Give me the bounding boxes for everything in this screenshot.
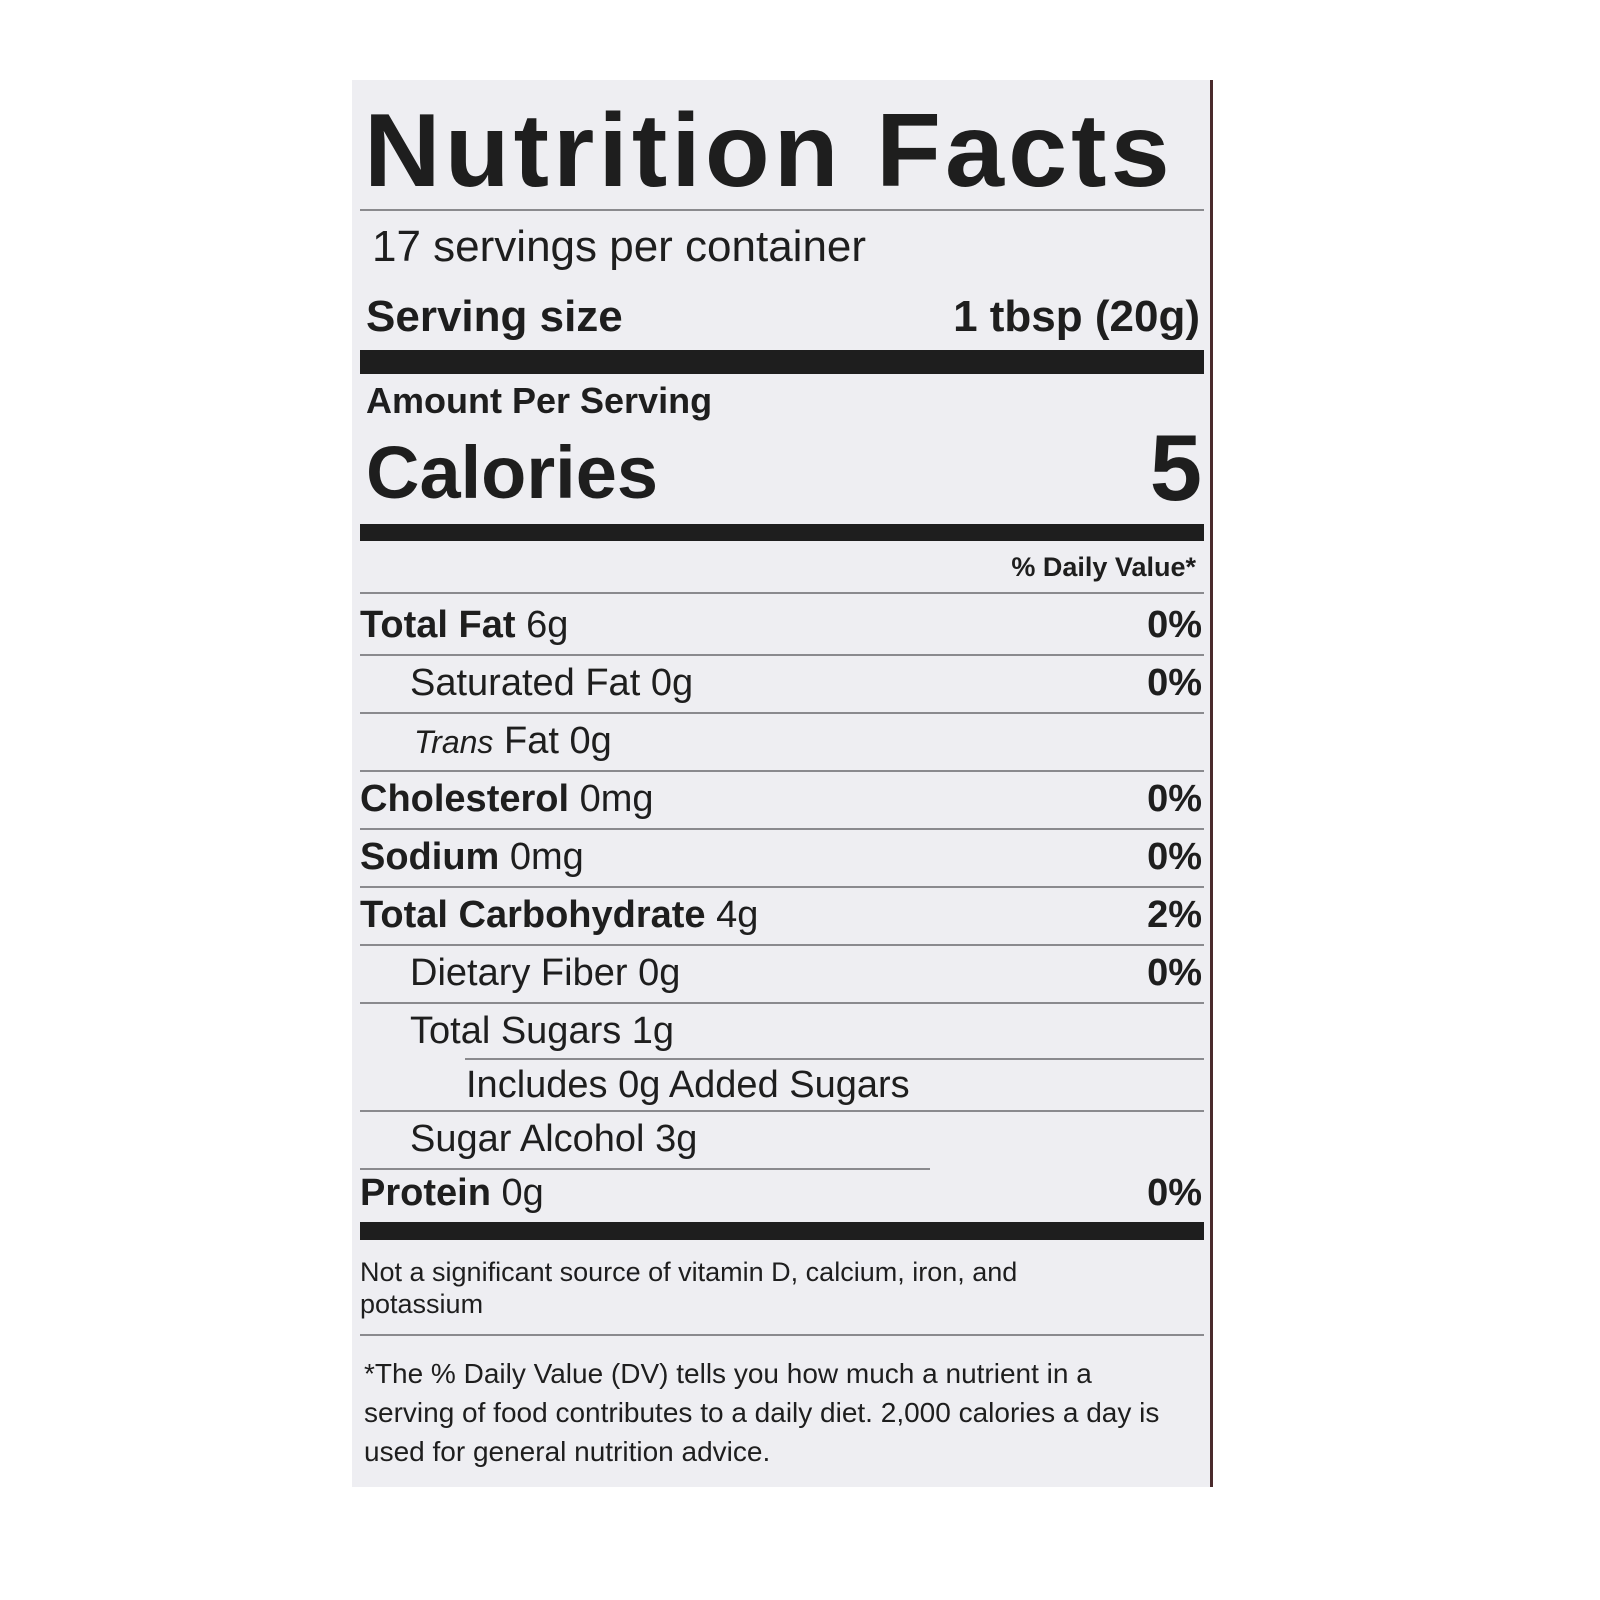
nutrient-amount: 0g	[650, 661, 694, 704]
nutrient-name: Total Carbohydrate 4g	[360, 894, 1147, 937]
footnote-daily-value: *The % Daily Value (DV) tells you how mu…	[364, 1358, 1160, 1467]
nutrient-name: Sugar Alcohol 3g	[360, 1118, 1202, 1161]
amount-per-serving: Amount Per Serving	[366, 380, 713, 421]
divider	[360, 712, 1204, 714]
nutrient-row: Cholesterol 0mg 0%	[360, 770, 1202, 828]
nutrient-label: Includes 0g Added Sugars	[466, 1063, 910, 1106]
nutrient-row: Sugar Alcohol 3g	[360, 1110, 1202, 1168]
nutrient-name: Protein 0g	[360, 1172, 1147, 1215]
nutrient-label: Dietary Fiber	[410, 951, 628, 994]
nutrient-row: Total Fat 6g 0%	[360, 596, 1202, 654]
servings-per-container: 17 servings per container	[372, 222, 867, 271]
nutrient-name: Includes 0g Added Sugars	[360, 1064, 1202, 1107]
thick-divider	[360, 1222, 1204, 1240]
nutrient-amount: 0mg	[579, 777, 654, 820]
serving-size-value: 1 tbsp (20g)	[953, 292, 1200, 341]
calories-label: Calories	[366, 431, 659, 514]
nutrient-label: Sugar Alcohol	[410, 1117, 645, 1160]
nutrient-row: Saturated Fat 0g 0%	[360, 654, 1202, 712]
nutrient-daily-value: 0%	[1147, 835, 1202, 878]
nutrient-label: Cholesterol	[360, 777, 570, 820]
nutrient-name: Trans Fat 0g	[360, 720, 1202, 763]
nutrient-daily-value: 0%	[1147, 661, 1202, 704]
nutrient-amount: 0g	[501, 1171, 544, 1214]
nutrient-amount: 6g	[526, 603, 569, 646]
nutrient-label: Total Sugars	[410, 1009, 622, 1052]
nutrient-row: Dietary Fiber 0g 0%	[360, 944, 1202, 1002]
divider	[360, 592, 1204, 594]
nutrient-label: Total Carbohydrate	[360, 893, 706, 936]
nutrient-name: Dietary Fiber 0g	[360, 952, 1147, 995]
divider	[360, 944, 1204, 946]
nutrient-name: Saturated Fat 0g	[360, 662, 1147, 705]
daily-value-header: % Daily Value*	[1011, 552, 1196, 582]
divider	[360, 828, 1204, 830]
calories-value: 5	[1149, 415, 1202, 520]
nutrient-label: Protein	[360, 1171, 491, 1214]
medium-divider	[360, 524, 1204, 541]
nutrient-row: Total Carbohydrate 4g 2%	[360, 886, 1202, 944]
divider	[360, 209, 1204, 211]
nutrient-amount: 0mg	[509, 835, 584, 878]
nutrient-daily-value: 2%	[1147, 893, 1202, 936]
nutrient-prefix: Trans	[414, 723, 494, 760]
nutrient-label: Saturated Fat	[410, 661, 641, 704]
nutrient-amount: 4g	[716, 893, 759, 936]
nutrient-row: Includes 0g Added Sugars	[360, 1056, 1202, 1114]
nutrient-row: Protein 0g 0%	[360, 1164, 1202, 1222]
footnote-vitamins: Not a significant source of vitamin D, c…	[360, 1257, 1018, 1319]
divider	[360, 1110, 1204, 1112]
nutrient-daily-value: 0%	[1147, 951, 1202, 994]
nutrient-row: Trans Fat 0g	[360, 712, 1202, 770]
divider	[360, 1334, 1204, 1336]
divider	[360, 886, 1204, 888]
nutrient-name: Cholesterol 0mg	[360, 778, 1147, 821]
divider	[465, 1058, 1204, 1060]
nutrient-row: Sodium 0mg 0%	[360, 828, 1202, 886]
nutrient-label: Fat	[503, 719, 559, 762]
divider	[360, 1002, 1204, 1004]
nutrient-label: Total Fat	[360, 603, 516, 646]
nutrient-amount: 3g	[655, 1117, 698, 1160]
divider	[360, 1168, 930, 1170]
label-title: Nutrition Facts	[364, 93, 1174, 209]
nutrient-daily-value: 0%	[1147, 1171, 1202, 1214]
divider	[360, 770, 1204, 772]
nutrient-amount: 1g	[631, 1009, 675, 1052]
nutrient-name: Sodium 0mg	[360, 836, 1147, 879]
divider	[360, 654, 1204, 656]
nutrient-label: Sodium	[360, 835, 500, 878]
nutrient-amount: 0g	[638, 951, 681, 994]
nutrient-daily-value: 0%	[1147, 777, 1202, 820]
thick-divider	[360, 350, 1204, 374]
nutrient-daily-value: 0%	[1147, 603, 1202, 646]
serving-size-label: Serving size	[366, 292, 623, 341]
nutrition-facts-label: Nutrition Facts 17 servings per containe…	[352, 80, 1213, 1487]
nutrient-amount: 0g	[569, 719, 612, 762]
nutrient-name: Total Fat 6g	[360, 604, 1147, 647]
nutrient-name: Total Sugars 1g	[360, 1010, 1202, 1053]
nutrient-row: Total Sugars 1g	[360, 1002, 1202, 1060]
